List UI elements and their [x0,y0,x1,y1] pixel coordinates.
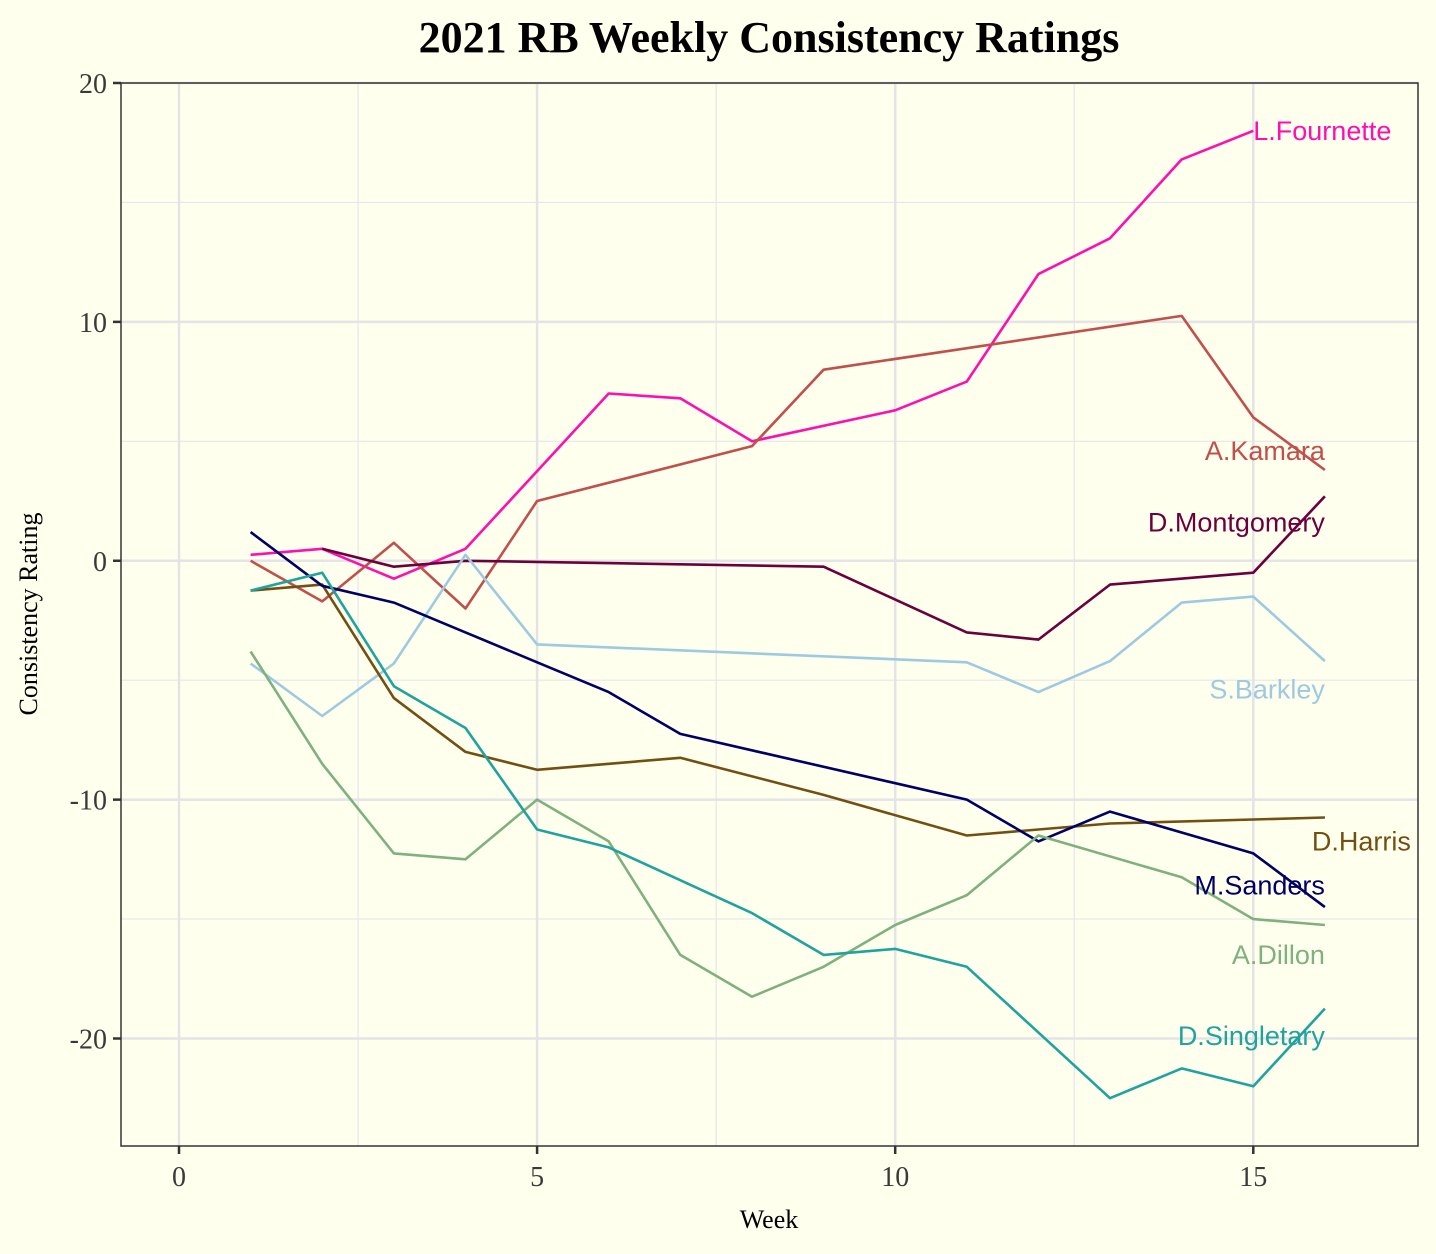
y-axis: -20 -10 0 10 20 [70,69,121,1056]
x-tick-label: 0 [172,1162,186,1193]
x-axis-title: Week [740,1205,799,1234]
series-label-d-harris: D.Harris [1312,826,1411,856]
y-tick-label: -10 [70,786,107,817]
series-line-a-dillon [249,650,1326,999]
series-line-d-montgomery [321,495,1326,641]
x-tick-label: 5 [530,1162,544,1193]
major-gridlines [121,81,1418,1146]
x-axis: 0 5 10 15 [172,1146,1267,1193]
series-label-d-montgomery: D.Montgomery [1148,508,1326,538]
series-label-s-barkley: S.Barkley [1209,675,1325,705]
x-tick-label: 15 [1239,1162,1267,1193]
series-label-l-fournette: L.Fournette [1253,116,1391,146]
plot-panel [121,83,1418,1146]
series-line-d-singletary [250,571,1326,1100]
minor-gridlines [121,83,1418,1146]
series-labels: L.Fournette A.Kamara D.Montgomery S.Barkley… [1148,116,1411,1051]
series-line-m-sanders [249,531,1326,909]
series-line-a-kamara [249,314,1326,610]
series-label-d-singletary: D.Singletary [1178,1021,1326,1051]
series-label-a-dillon: A.Dillon [1232,940,1325,970]
y-axis-title: Consistency Rating [14,513,43,716]
series-line-l-fournette [250,129,1254,581]
series-label-a-kamara: A.Kamara [1205,436,1326,466]
y-tick-label: 10 [79,308,107,339]
x-tick-label: 10 [881,1162,909,1193]
y-tick-label: 20 [79,69,107,100]
chart-title: 2021 RB Weekly Consistency Ratings [419,13,1120,62]
y-tick-label: -20 [70,1025,107,1056]
plot-border [120,82,1419,1147]
series-lines [249,129,1326,1100]
series-line-d-harris [250,583,1325,837]
y-tick-label: 0 [93,547,107,578]
series-label-m-sanders: M.Sanders [1194,871,1325,901]
series-line-s-barkley [249,553,1326,718]
